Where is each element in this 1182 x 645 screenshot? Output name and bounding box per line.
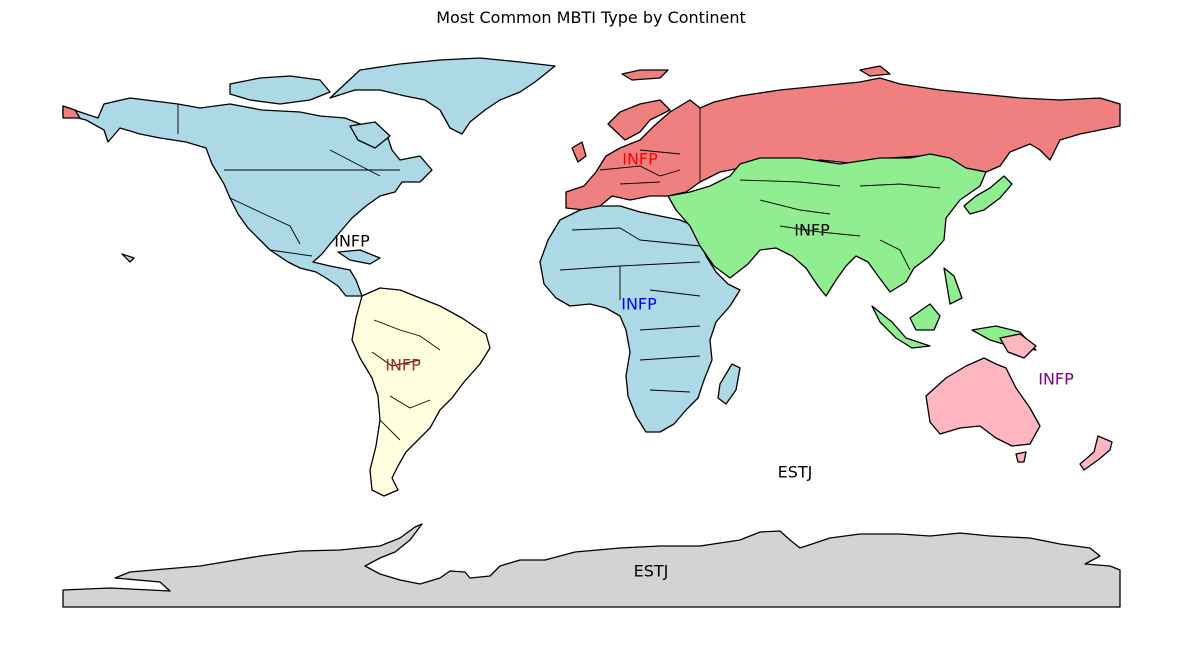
seven-seas-label: ESTJ: [778, 463, 813, 482]
map-title: Most Common MBTI Type by Continent: [436, 8, 746, 27]
asia-landmass[interactable]: [667, 153, 1037, 351]
africa-landmass[interactable]: [539, 205, 741, 433]
asia-label: INFP: [794, 221, 830, 240]
oceania-label: INFP: [1038, 370, 1074, 389]
south-america-landmass[interactable]: [351, 287, 491, 497]
africa-label: INFP: [621, 295, 657, 314]
antarctica-label: ESTJ: [634, 562, 669, 581]
north-america-landmass[interactable]: [62, 57, 556, 297]
south-america-label: INFP: [385, 356, 421, 375]
europe-label: INFP: [622, 150, 658, 169]
north-america-label: INFP: [334, 232, 370, 251]
antarctica-landmass[interactable]: [62, 523, 1121, 608]
oceania-landmass[interactable]: [925, 333, 1113, 471]
europe-landmass[interactable]: [62, 65, 1121, 211]
